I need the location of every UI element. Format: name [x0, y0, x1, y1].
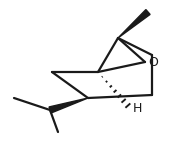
Text: H: H [133, 103, 142, 115]
Polygon shape [118, 10, 150, 38]
Polygon shape [49, 98, 88, 113]
Text: O: O [148, 56, 158, 68]
